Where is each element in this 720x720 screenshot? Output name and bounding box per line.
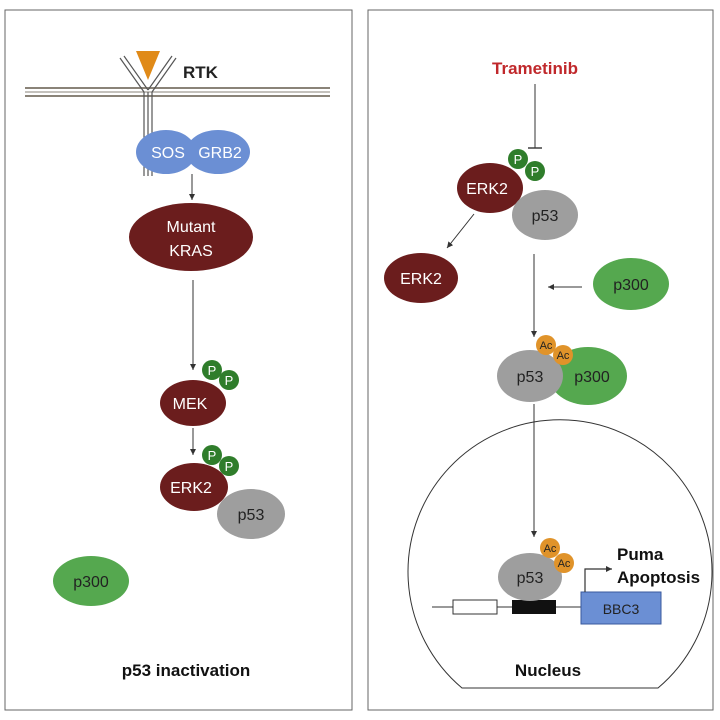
dna-element-open (452, 599, 498, 615)
mek-node (160, 380, 226, 426)
phospho-label: P (225, 373, 234, 388)
rtk-label: RTK (183, 63, 219, 82)
sos-label: SOS (151, 145, 185, 162)
p53-label: p53 (238, 507, 265, 524)
phospho-label: P (531, 164, 540, 179)
nucleus-caption: Nucleus (515, 661, 581, 680)
grb2-node (186, 130, 250, 174)
acetyl-icon (540, 538, 560, 558)
erk2-node (457, 163, 523, 213)
phospho-icon (219, 370, 239, 390)
grb2-label: GRB2 (198, 145, 242, 162)
trametinib-label: Trametinib (492, 59, 578, 78)
p53-node (217, 489, 285, 539)
acetyl-label: Ac (544, 543, 557, 555)
phospho-icon (202, 360, 222, 380)
acetyl-icon (553, 345, 573, 365)
sos-node (136, 130, 196, 174)
p53-label: p53 (532, 208, 559, 225)
nuclear-p53-label: p53 (517, 570, 544, 587)
free-erk2-label: ERK2 (400, 271, 442, 288)
phospho-icon (219, 456, 239, 476)
erk2-label: ERK2 (466, 181, 508, 198)
phospho-label: P (208, 363, 217, 378)
complex-p53-node (497, 350, 563, 402)
erk2-label: ERK2 (170, 480, 212, 497)
p300-node (53, 556, 129, 606)
mek-label: MEK (173, 396, 208, 413)
cell-membrane (25, 87, 330, 97)
complex-p53-label: p53 (517, 369, 544, 386)
acetyl-label: Ac (540, 340, 553, 352)
bbc3-gene-box (580, 591, 662, 625)
free-p300-label: p300 (613, 277, 649, 294)
acetyl-label: Ac (557, 350, 570, 362)
phospho-icon (508, 149, 528, 169)
phospho-label: P (225, 459, 234, 474)
free-p300-node (593, 258, 669, 310)
left-caption: p53 inactivation (122, 661, 250, 680)
acetyl-label: Ac (558, 558, 571, 570)
kras-label-line1: Mutant (167, 219, 216, 236)
erk2-node (160, 463, 228, 511)
nuclear-p53-node (498, 553, 562, 601)
puma-label: Puma (617, 545, 664, 564)
phospho-label: P (514, 152, 523, 167)
transcription-arrow (584, 566, 612, 592)
bbc3-label: BBC3 (603, 601, 640, 617)
phospho-label: P (208, 448, 217, 463)
acetyl-icon (536, 335, 556, 355)
p53-node (512, 190, 578, 240)
left-panel-frame (4, 9, 353, 711)
complex-p300-label: p300 (574, 369, 610, 386)
acetyl-icon (554, 553, 574, 573)
nucleus-outline (407, 419, 713, 689)
kras-label-line2: KRAS (169, 243, 213, 260)
dna-element-filled (512, 600, 556, 614)
phospho-icon (525, 161, 545, 181)
mutant-kras-node (129, 203, 253, 271)
p300-label: p300 (73, 574, 109, 591)
apoptosis-label: Apoptosis (617, 568, 700, 587)
arrow-erk2-release (446, 213, 475, 249)
free-erk2-node (384, 253, 458, 303)
ligand-icon (136, 51, 160, 80)
phospho-icon (202, 445, 222, 465)
